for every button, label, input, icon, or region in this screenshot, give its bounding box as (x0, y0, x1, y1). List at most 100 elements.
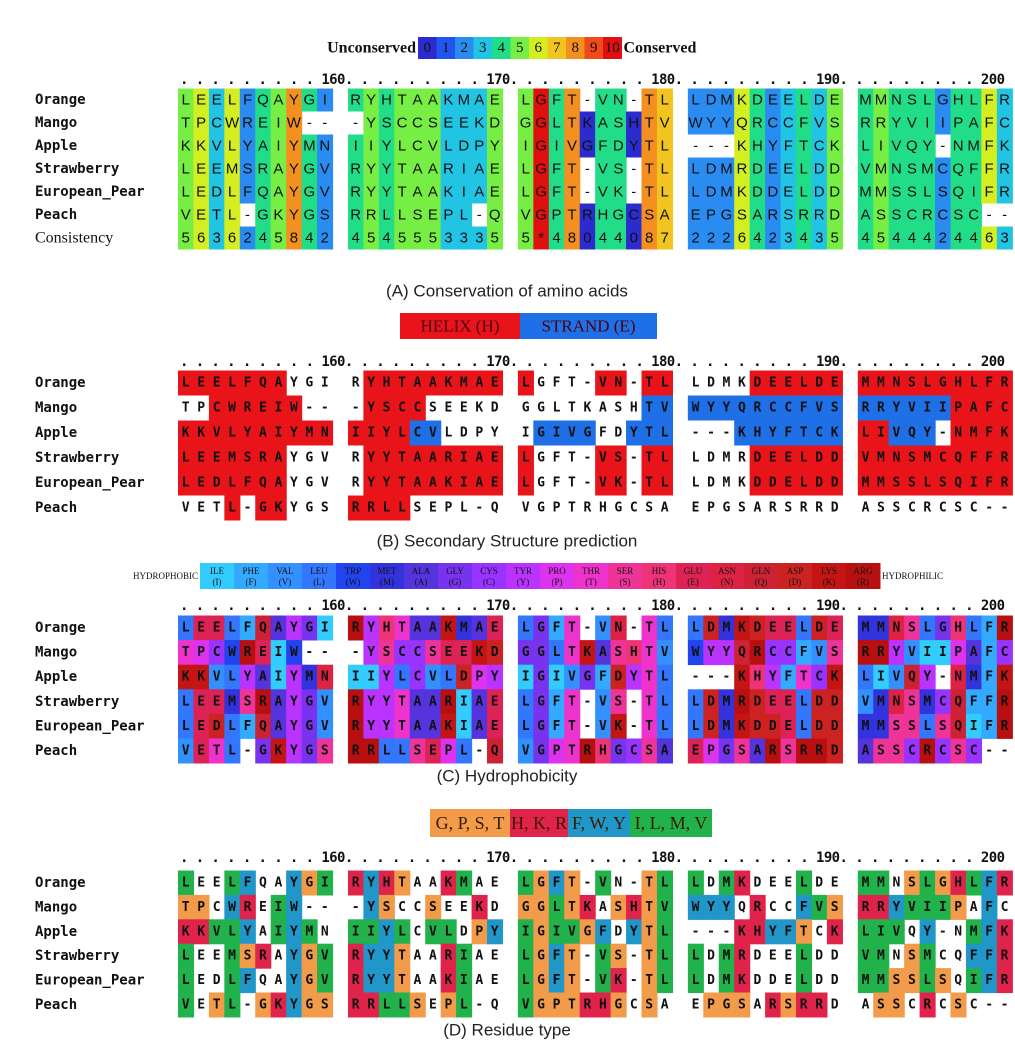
residue: T (182, 900, 190, 915)
residue: Y (629, 138, 639, 155)
residue-cell (517, 226, 534, 250)
residue: E (491, 973, 499, 988)
residue: D (753, 476, 761, 491)
residue: Q (738, 401, 746, 416)
residue: T (568, 900, 576, 915)
residue: A (414, 694, 422, 709)
residue: V (522, 998, 530, 1013)
residue: Y (290, 744, 298, 759)
legend-code: (I) (213, 577, 222, 587)
residue: R (584, 501, 592, 516)
residue: L (661, 451, 669, 466)
residue: R (815, 744, 823, 759)
residue: Y (383, 973, 391, 988)
residue: L (228, 501, 236, 516)
residue: M (228, 949, 236, 964)
residue: S (244, 949, 252, 964)
residue-cell (193, 157, 210, 181)
residue: I (970, 476, 978, 491)
residue-cell (826, 111, 843, 135)
residue: C (414, 924, 422, 939)
residue-cell (656, 445, 673, 471)
residue: L (228, 719, 236, 734)
residue: D (213, 719, 221, 734)
residue-cell (780, 157, 797, 181)
residue: L (522, 719, 530, 734)
residue: R (862, 900, 870, 915)
residue-cell (347, 495, 364, 521)
residue: G (614, 744, 622, 759)
residue: L (661, 138, 669, 155)
residue: K (738, 719, 746, 734)
legend-swatch (400, 313, 520, 339)
residue: K (831, 924, 839, 939)
residue: A (273, 184, 283, 201)
residue: E (197, 694, 205, 709)
residue: R (352, 376, 360, 391)
residue-cell (440, 134, 457, 158)
residue: 4 (753, 230, 761, 247)
residue-cell (950, 470, 967, 496)
residue: T (397, 161, 406, 178)
residue: R (350, 161, 361, 178)
residue: R (738, 949, 746, 964)
residue: R (753, 900, 761, 915)
residue-cell (873, 180, 890, 204)
residue-cell (950, 111, 967, 135)
residue: E (444, 900, 452, 915)
residue: E (197, 876, 205, 891)
residue-cell (718, 180, 735, 204)
residue: P (444, 744, 452, 759)
residue-cell (286, 88, 303, 112)
residue-cell (425, 420, 442, 446)
residue-cell (610, 134, 627, 158)
residue: I (522, 924, 530, 939)
residue: I (923, 900, 931, 915)
residue: R (352, 949, 360, 964)
residue: V (598, 184, 608, 201)
residue-cell (517, 88, 534, 112)
residue: 2 (691, 230, 699, 247)
residue-cell (270, 495, 287, 521)
residue: - (245, 207, 250, 224)
residue-cell (548, 615, 565, 641)
residue: N (614, 621, 622, 636)
residue: R (800, 501, 808, 516)
residue-cell (904, 370, 921, 396)
residue: L (800, 376, 808, 391)
residue: K (584, 900, 592, 915)
residue: S (939, 719, 947, 734)
residue-cell (981, 180, 998, 204)
residue: F (243, 92, 252, 109)
residue: E (213, 694, 221, 709)
residue: N (893, 376, 901, 391)
residue: L (970, 92, 978, 109)
residue: L (228, 92, 236, 109)
residue: - (475, 744, 483, 759)
residue: M (877, 621, 885, 636)
legend-label: 0 (424, 40, 432, 56)
residue-cell (224, 111, 241, 135)
residue: D (614, 924, 622, 939)
residue-cell (888, 134, 905, 158)
residue-cell (224, 88, 241, 112)
residue: V (862, 949, 870, 964)
residue: L (398, 924, 406, 939)
residue: W (290, 900, 298, 915)
residue: G (522, 900, 530, 915)
residue: R (366, 207, 377, 224)
residue: E (213, 621, 221, 636)
residue: M (877, 451, 885, 466)
residue: E (443, 115, 453, 132)
residue: - (244, 501, 252, 516)
residue-cell (610, 226, 627, 250)
residue: 5 (398, 230, 406, 247)
residue-cell (363, 226, 380, 250)
residue: E (197, 621, 205, 636)
residue-cell (935, 370, 952, 396)
residue-cell (904, 420, 921, 446)
residue: L (661, 719, 669, 734)
residue-cell (595, 445, 612, 471)
residue: A (275, 376, 283, 391)
